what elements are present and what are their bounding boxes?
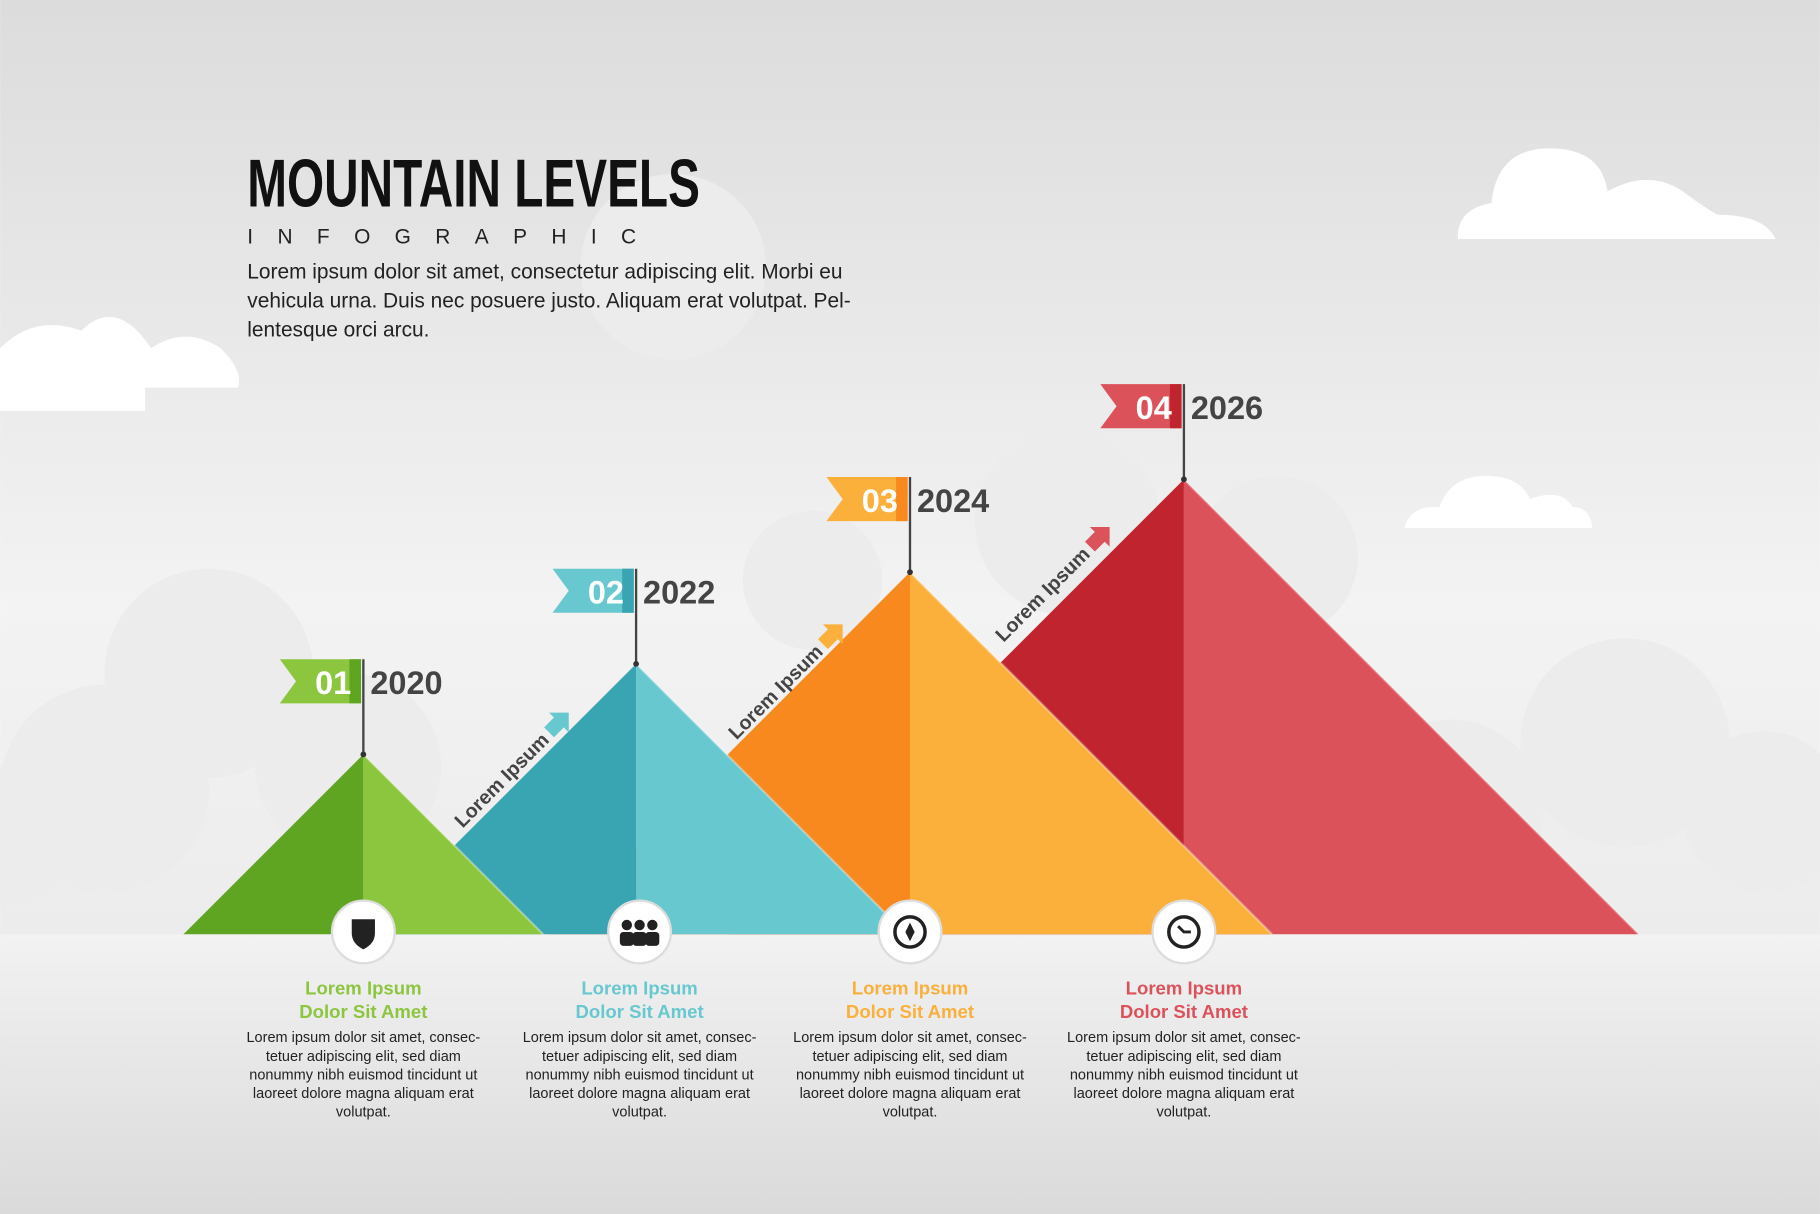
ridge-highlight [909, 571, 1273, 936]
level-body: tetuer adipiscing elit, sed diam [542, 1049, 737, 1065]
level-body: Lorem ipsum dolor sit amet, consec- [793, 1030, 1027, 1046]
level-body: volutpat. [883, 1105, 938, 1121]
flag [1100, 384, 1182, 429]
icon-shield [351, 919, 375, 950]
level-year: 2022 [643, 575, 715, 611]
pole-base [633, 660, 639, 667]
ground [0, 934, 1820, 1214]
ridge-highlight [635, 663, 908, 936]
level-body: nonummy nibh euismod tincidunt ut [1070, 1067, 1298, 1083]
level-body: Lorem ipsum dolor sit amet, consec- [523, 1030, 757, 1046]
flag-shade [349, 659, 362, 704]
level-body: laoreet dolore magna aliquam erat [1073, 1086, 1294, 1102]
level-body: tetuer adipiscing elit, sed diam [812, 1049, 1007, 1065]
arrow-head [544, 712, 569, 738]
level-heading: Dolor Sit Amet [299, 1001, 427, 1022]
icon-person-head [621, 919, 633, 931]
back-clouds [0, 174, 1820, 906]
level-body: volutpat. [336, 1105, 391, 1121]
icon-person-body [645, 931, 660, 946]
level-heading: Lorem Ipsum [852, 978, 968, 999]
level-year: 2024 [917, 483, 989, 519]
pole-base [907, 569, 913, 576]
icon-person-head [634, 919, 645, 931]
level-body: nonummy nibh euismod tincidunt ut [796, 1067, 1024, 1083]
mountain-right-face [910, 572, 1273, 935]
icon-clock [1167, 915, 1201, 949]
flag [279, 659, 362, 704]
level-heading: Lorem Ipsum [305, 978, 421, 999]
ridge-highlight [362, 753, 545, 936]
icon-compass [893, 915, 927, 949]
level-body: nonummy nibh euismod tincidunt ut [526, 1067, 754, 1083]
level-heading: Dolor Sit Amet [576, 1001, 704, 1022]
title: MOUNTAIN LEVELS [247, 147, 700, 222]
clouds [0, 148, 1776, 529]
description-line: vehicula urna. Duis nec posuere justo. A… [247, 290, 850, 313]
description-line: Lorem ipsum dolor sit amet, consectetur … [247, 261, 842, 284]
level-number: 01 [315, 665, 351, 701]
arrow-head [1084, 526, 1110, 552]
level-body: Lorem ipsum dolor sit amet, consec- [1067, 1030, 1301, 1046]
mountain-right-face [636, 663, 907, 935]
level-body: laoreet dolore magna aliquam erat [529, 1086, 750, 1102]
level-heading: Lorem Ipsum [1126, 978, 1242, 999]
icon-hands [1177, 925, 1191, 934]
level-number: 02 [588, 575, 624, 611]
level-body: volutpat. [612, 1105, 667, 1121]
level-number: 03 [862, 483, 898, 519]
mountain-right-face [363, 754, 544, 935]
arrow-head [818, 624, 843, 650]
level-body: tetuer adipiscing elit, sed diam [1086, 1049, 1281, 1065]
description-line: lentesque orci arcu. [247, 319, 429, 342]
level-body: volutpat. [1156, 1105, 1211, 1121]
icon-person-body [632, 931, 647, 946]
level-body: tetuer adipiscing elit, sed diam [266, 1049, 461, 1065]
description: Lorem ipsum dolor sit amet, consectetur … [247, 261, 850, 342]
pole-base [1181, 476, 1187, 483]
level-body: Lorem ipsum dolor sit amet, consec- [247, 1030, 481, 1046]
flag-shade [1169, 384, 1182, 429]
level-heading: Dolor Sit Amet [1120, 1001, 1248, 1022]
flag [552, 568, 634, 613]
pole-base [360, 751, 367, 758]
icon-person-body [619, 931, 634, 946]
ridge-highlight [1183, 478, 1640, 936]
level-body: laoreet dolore magna aliquam erat [800, 1086, 1021, 1102]
icon-needle [905, 922, 915, 942]
level-body: nonummy nibh euismod tincidunt ut [249, 1067, 477, 1083]
flag-shade [622, 568, 634, 613]
level-heading: Lorem Ipsum [581, 978, 697, 999]
icon-person-head [647, 919, 658, 931]
level-body: laoreet dolore magna aliquam erat [253, 1086, 474, 1102]
level-number: 04 [1136, 390, 1172, 426]
level-year: 2020 [370, 665, 442, 701]
level-heading: Dolor Sit Amet [846, 1001, 974, 1022]
level-year: 2026 [1191, 390, 1263, 426]
flag [826, 477, 908, 522]
flag-shade [896, 477, 908, 522]
